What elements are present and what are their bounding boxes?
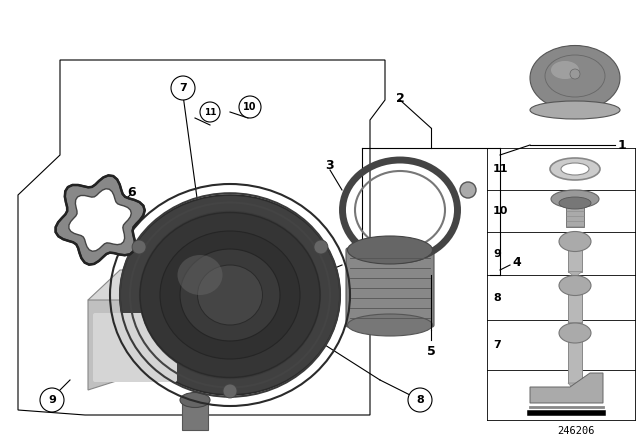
Circle shape [200, 102, 220, 122]
Ellipse shape [348, 314, 433, 336]
Text: 7: 7 [493, 340, 500, 350]
Ellipse shape [530, 46, 620, 111]
Polygon shape [568, 340, 582, 383]
Ellipse shape [530, 101, 620, 119]
Text: 8: 8 [416, 395, 424, 405]
Ellipse shape [561, 163, 589, 175]
Circle shape [570, 69, 580, 79]
Polygon shape [568, 293, 582, 323]
Ellipse shape [551, 190, 599, 208]
Circle shape [171, 76, 195, 100]
Text: 2: 2 [396, 91, 404, 104]
Ellipse shape [120, 195, 340, 395]
Circle shape [223, 384, 237, 398]
Text: 1: 1 [618, 138, 627, 151]
Polygon shape [568, 383, 582, 391]
Polygon shape [568, 323, 582, 329]
Ellipse shape [550, 158, 600, 180]
Ellipse shape [160, 231, 300, 359]
Ellipse shape [348, 236, 433, 264]
FancyBboxPatch shape [93, 313, 177, 382]
Text: 8: 8 [493, 293, 500, 302]
Ellipse shape [559, 276, 591, 296]
Ellipse shape [140, 212, 320, 378]
Ellipse shape [559, 232, 591, 251]
Polygon shape [182, 400, 208, 430]
Ellipse shape [559, 197, 591, 209]
Polygon shape [568, 271, 582, 277]
Text: 9: 9 [493, 249, 501, 258]
Text: 5: 5 [427, 345, 435, 358]
Circle shape [314, 240, 328, 254]
Ellipse shape [180, 392, 210, 408]
Text: 7: 7 [179, 83, 187, 93]
Circle shape [408, 388, 432, 412]
Polygon shape [566, 203, 584, 227]
Text: 3: 3 [326, 159, 334, 172]
Ellipse shape [551, 61, 579, 79]
Circle shape [239, 96, 261, 118]
Text: 246206: 246206 [557, 426, 595, 436]
Text: 10: 10 [243, 102, 257, 112]
Ellipse shape [559, 323, 591, 343]
FancyBboxPatch shape [346, 248, 434, 327]
Text: 4: 4 [512, 255, 521, 268]
Polygon shape [56, 175, 145, 265]
Ellipse shape [198, 265, 262, 325]
Circle shape [460, 182, 476, 198]
Text: 3: 3 [326, 268, 334, 281]
Polygon shape [88, 270, 230, 300]
Text: 6: 6 [128, 185, 136, 198]
Text: 11: 11 [493, 164, 509, 174]
Text: 10: 10 [493, 206, 508, 216]
Text: 9: 9 [48, 395, 56, 405]
Circle shape [132, 240, 146, 254]
Circle shape [40, 388, 64, 412]
Polygon shape [530, 373, 603, 403]
Text: 11: 11 [204, 108, 216, 116]
Polygon shape [69, 189, 131, 251]
Ellipse shape [180, 249, 280, 341]
Polygon shape [568, 249, 582, 271]
Polygon shape [88, 270, 230, 390]
Ellipse shape [177, 255, 223, 295]
